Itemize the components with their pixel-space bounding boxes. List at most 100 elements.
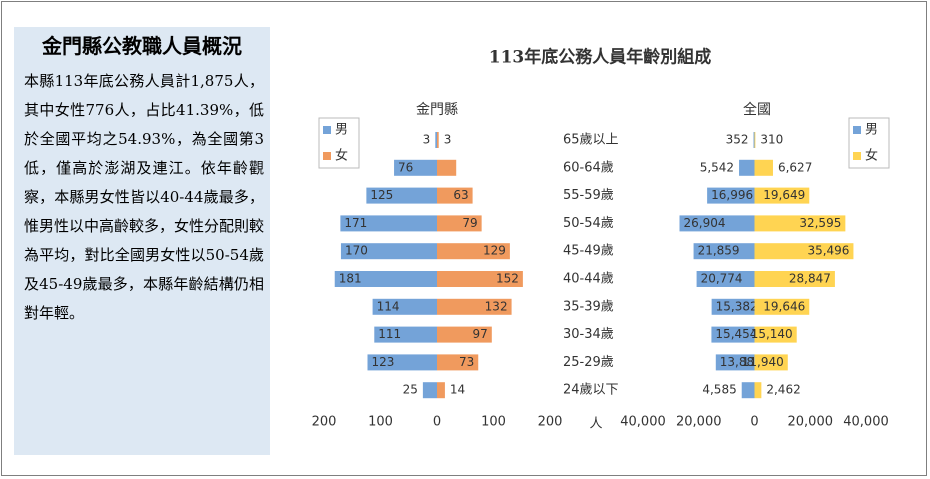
bar (394, 159, 437, 176)
legend-swatch (853, 152, 861, 160)
x-tick-label: 200 (312, 415, 337, 430)
bar (754, 132, 756, 148)
value-label: 21,859 (698, 244, 740, 258)
category-label: 24歲以下 (563, 383, 619, 398)
bar (754, 215, 846, 232)
value-label: 15,382 (716, 299, 758, 313)
bar (437, 243, 510, 260)
bar (340, 215, 437, 232)
x-tick-label: 40,000 (843, 415, 889, 430)
bar (711, 298, 755, 315)
value-label: 14 (450, 383, 465, 397)
chart-title: 113年底公務人員年齡別組成 (489, 47, 712, 68)
value-label: 114 (377, 299, 400, 313)
value-label: 111 (378, 327, 401, 341)
x-tick-label: 40,000 (620, 415, 666, 430)
value-label: 3 (423, 133, 431, 147)
bar (340, 243, 437, 260)
bar (754, 298, 810, 315)
value-label: 2,462 (766, 383, 800, 397)
value-label: 181 (339, 272, 362, 286)
value-label: 35,496 (807, 244, 849, 258)
value-label: 5,542 (700, 160, 734, 174)
category-label: 25-29歲 (563, 355, 614, 370)
value-label: 73 (459, 355, 474, 369)
value-label: 28,847 (789, 272, 831, 286)
bar (715, 354, 755, 371)
value-label: 63 (453, 188, 468, 202)
bar (437, 271, 523, 287)
category-label: 35-39歲 (563, 299, 614, 314)
legend-box (318, 117, 360, 169)
value-label: 152 (496, 272, 519, 286)
value-label: 132 (485, 299, 508, 313)
bar (422, 382, 437, 399)
value-label: 25 (403, 383, 418, 397)
bar (437, 215, 482, 232)
value-label: 129 (483, 244, 506, 258)
value-label: 79 (462, 216, 477, 230)
x-tick-label: 20,000 (676, 415, 722, 430)
category-label: 55-59歲 (563, 188, 614, 203)
bar (753, 132, 755, 148)
panel-title: 金門縣公教職人員概況 (42, 34, 242, 58)
bar (366, 187, 437, 204)
bar (711, 326, 755, 343)
value-label: 171 (344, 216, 367, 230)
bar (372, 298, 437, 315)
bar (754, 187, 810, 204)
bar (754, 326, 797, 343)
bar (437, 159, 457, 176)
bar (693, 243, 755, 260)
value-label: 123 (372, 355, 395, 369)
x-tick-label: 100 (481, 415, 506, 430)
x-tick-label: 0 (750, 415, 758, 430)
x-tick-label: 200 (538, 415, 563, 430)
bar (437, 187, 473, 204)
value-label: 13,886 (720, 355, 762, 369)
category-label: 50-54歲 (563, 216, 614, 231)
value-label: 16,996 (711, 188, 753, 202)
panel-title: 金門縣 (416, 102, 458, 118)
legend-label: 男 (335, 123, 348, 138)
bar (367, 354, 437, 371)
bar (435, 132, 437, 148)
bar (696, 271, 755, 287)
x-tick-label: 0 (433, 415, 441, 430)
value-label: 170 (345, 244, 368, 258)
value-label: 76 (398, 160, 413, 174)
bar (334, 271, 437, 287)
legend-swatch (323, 152, 331, 160)
bar (739, 159, 755, 176)
value-label: 97 (473, 327, 488, 341)
value-label: 352 (726, 133, 749, 147)
x-tick-label: 20,000 (788, 415, 834, 430)
legend-label: 男 (865, 123, 878, 138)
value-label: 310 (760, 133, 783, 147)
category-label: 60-64歲 (563, 160, 614, 175)
value-label: 26,904 (684, 216, 726, 230)
x-axis-label: 人 (589, 417, 602, 432)
bar (707, 187, 755, 204)
bar (679, 215, 755, 232)
value-label: 32,595 (799, 216, 841, 230)
value-label: 3 (444, 133, 452, 147)
value-label: 19,649 (763, 188, 805, 202)
legend-box (848, 117, 890, 169)
panel-text: 本縣113年底公務人員計1,875人，其中女性776人，占比41.39%，低於全… (24, 72, 265, 322)
bar (754, 271, 835, 287)
bar (754, 159, 773, 176)
category-label: 65歲以上 (563, 133, 619, 148)
legend-swatch (323, 126, 331, 134)
value-label: 6,627 (778, 160, 812, 174)
category-label: 30-34歲 (563, 327, 614, 342)
legend-label: 女 (865, 148, 878, 164)
x-tick-label: 100 (368, 415, 393, 430)
value-label: 19,646 (763, 299, 805, 313)
value-label: 20,774 (701, 272, 743, 286)
category-label: 40-44歲 (563, 272, 614, 287)
legend-swatch (853, 126, 861, 134)
panel-title: 全國 (743, 101, 771, 118)
